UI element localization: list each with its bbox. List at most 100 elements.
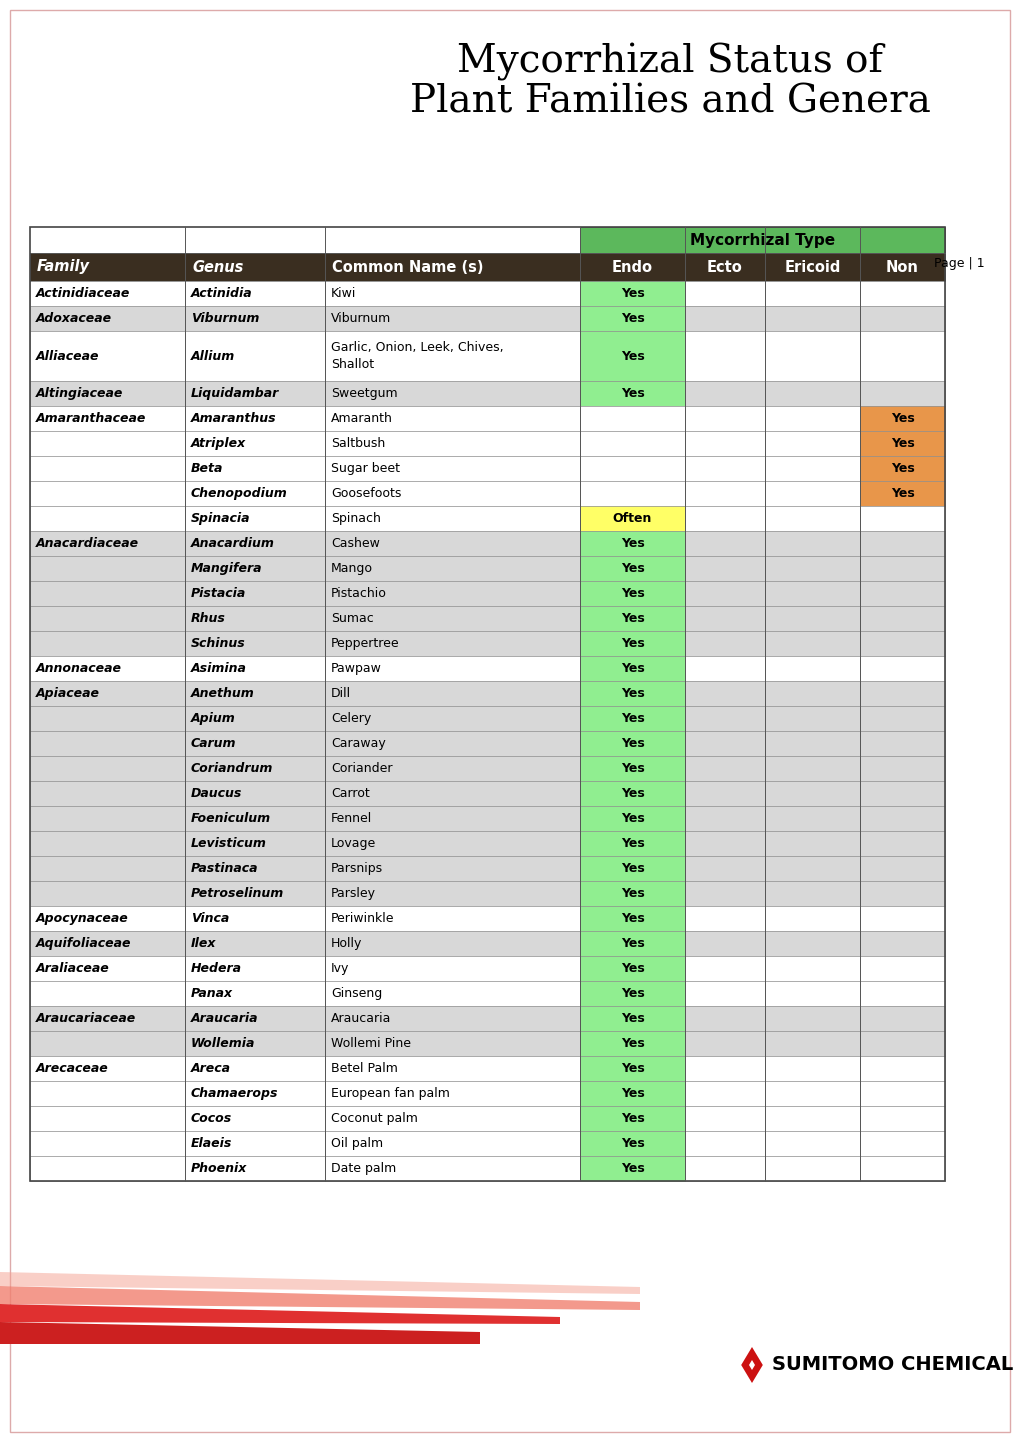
Text: Petroselinum: Petroselinum <box>191 887 284 900</box>
Text: Daucus: Daucus <box>191 787 243 800</box>
Text: Anacardiaceae: Anacardiaceae <box>36 536 139 549</box>
Text: Yes: Yes <box>620 587 644 600</box>
Text: Viburnum: Viburnum <box>331 311 391 324</box>
Bar <box>580 581 685 606</box>
Text: Lovage: Lovage <box>331 836 376 849</box>
Bar <box>325 1082 580 1106</box>
Bar <box>325 557 580 581</box>
Bar <box>184 831 325 857</box>
Bar <box>685 431 764 456</box>
Bar <box>764 606 859 632</box>
Text: Hedera: Hedera <box>191 962 242 975</box>
Bar <box>685 831 764 857</box>
Bar <box>859 581 944 606</box>
Bar <box>30 306 184 332</box>
Text: European fan palm: European fan palm <box>331 1087 449 1100</box>
Text: Coriandrum: Coriandrum <box>191 761 273 774</box>
Bar <box>859 1082 944 1106</box>
Bar <box>685 981 764 1007</box>
Bar <box>184 407 325 431</box>
Bar <box>184 956 325 981</box>
Bar <box>685 531 764 557</box>
Bar <box>685 1082 764 1106</box>
Bar <box>764 581 859 606</box>
Text: Kiwi: Kiwi <box>331 287 356 300</box>
Bar <box>325 831 580 857</box>
Bar <box>764 1106 859 1131</box>
Text: Yes: Yes <box>620 311 644 324</box>
Text: Mycorrhizal Status of: Mycorrhizal Status of <box>457 43 882 81</box>
Bar <box>685 857 764 881</box>
Text: Panax: Panax <box>191 986 233 999</box>
Text: Yes: Yes <box>620 686 644 699</box>
Bar <box>30 906 184 932</box>
Text: Pistacia: Pistacia <box>191 587 246 600</box>
Bar <box>580 606 685 632</box>
Text: Yes: Yes <box>890 412 913 425</box>
Bar <box>764 281 859 306</box>
Bar <box>184 1007 325 1031</box>
Bar <box>30 606 184 632</box>
Text: Sweetgum: Sweetgum <box>331 386 397 399</box>
Bar <box>859 707 944 731</box>
Text: Yes: Yes <box>620 562 644 575</box>
Text: Arecaceae: Arecaceae <box>36 1061 109 1074</box>
Bar <box>764 881 859 906</box>
Bar <box>580 557 685 581</box>
Bar <box>764 1082 859 1106</box>
Bar <box>325 456 580 482</box>
Bar <box>859 381 944 407</box>
Text: Yes: Yes <box>620 712 644 725</box>
Bar <box>30 731 184 756</box>
Text: Sumac: Sumac <box>331 611 373 624</box>
Bar <box>859 252 944 281</box>
Text: Date palm: Date palm <box>331 1162 395 1175</box>
Bar <box>580 531 685 557</box>
Bar <box>580 306 685 332</box>
Bar <box>859 831 944 857</box>
Text: Yes: Yes <box>620 787 644 800</box>
Text: Yes: Yes <box>620 1136 644 1151</box>
Bar <box>30 932 184 956</box>
Bar <box>685 252 764 281</box>
Text: Betel Palm: Betel Palm <box>331 1061 397 1074</box>
Bar <box>859 407 944 431</box>
Text: Often: Often <box>612 512 651 525</box>
Text: Parsley: Parsley <box>331 887 376 900</box>
Bar <box>30 1031 184 1056</box>
Bar <box>325 431 580 456</box>
Bar <box>30 707 184 731</box>
Bar <box>859 756 944 782</box>
Text: Family: Family <box>37 260 90 274</box>
Bar <box>325 506 580 531</box>
Bar <box>764 332 859 381</box>
Bar <box>685 932 764 956</box>
Bar <box>859 306 944 332</box>
Bar <box>580 1031 685 1056</box>
Bar <box>184 756 325 782</box>
Text: Chamaerops: Chamaerops <box>191 1087 278 1100</box>
Bar <box>30 1082 184 1106</box>
Bar <box>325 606 580 632</box>
Text: Yes: Yes <box>620 862 644 875</box>
Bar <box>859 557 944 581</box>
Bar <box>580 831 685 857</box>
Text: Ericoid: Ericoid <box>784 260 840 274</box>
Text: Mangifera: Mangifera <box>191 562 262 575</box>
Bar <box>859 782 944 806</box>
Bar <box>580 381 685 407</box>
Bar <box>685 681 764 707</box>
Text: Yes: Yes <box>620 287 644 300</box>
Text: Periwinkle: Periwinkle <box>331 911 394 924</box>
Bar <box>685 482 764 506</box>
Bar <box>580 1056 685 1082</box>
Text: Yes: Yes <box>620 911 644 924</box>
Text: Alliaceae: Alliaceae <box>36 349 100 362</box>
Bar <box>184 1131 325 1156</box>
Bar <box>859 431 944 456</box>
Bar <box>859 506 944 531</box>
Text: Araucaria: Araucaria <box>191 1012 258 1025</box>
Bar <box>30 1156 184 1181</box>
Text: Actinidia: Actinidia <box>191 287 253 300</box>
Bar <box>30 332 184 381</box>
